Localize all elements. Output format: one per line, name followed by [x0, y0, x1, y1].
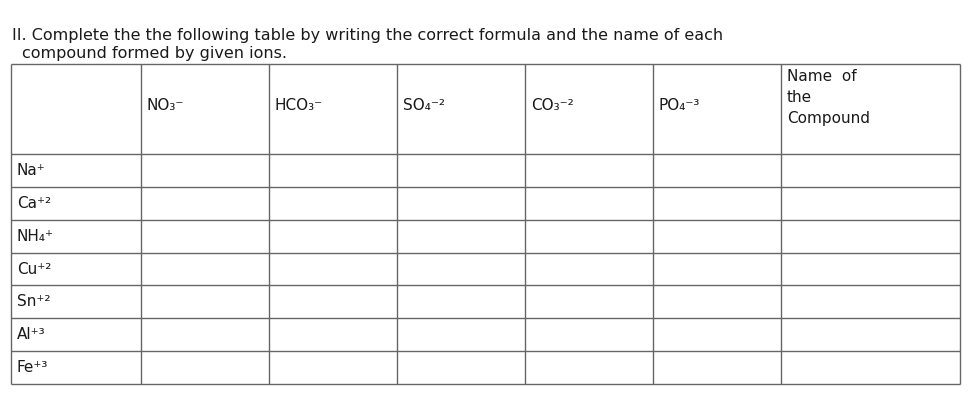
Text: PO₄⁻³: PO₄⁻³	[659, 97, 701, 113]
Text: CO₃⁻²: CO₃⁻²	[531, 97, 573, 113]
Text: Cu⁺²: Cu⁺²	[17, 262, 52, 277]
Text: Ca⁺²: Ca⁺²	[17, 196, 52, 211]
Text: NO₃⁻: NO₃⁻	[147, 97, 185, 113]
Text: Fe⁺³: Fe⁺³	[17, 360, 49, 375]
Text: II. Complete the the following table by writing the correct formula and the name: II. Complete the the following table by …	[12, 28, 723, 43]
Text: Al⁺³: Al⁺³	[17, 327, 46, 342]
Text: NH₄⁺: NH₄⁺	[17, 229, 54, 243]
Text: Sn⁺²: Sn⁺²	[17, 294, 51, 309]
Text: HCO₃⁻: HCO₃⁻	[275, 97, 323, 113]
Text: Na⁺: Na⁺	[17, 163, 46, 178]
Text: compound formed by given ions.: compound formed by given ions.	[22, 46, 287, 61]
Text: SO₄⁻²: SO₄⁻²	[403, 97, 445, 113]
Text: Name  of
the
Compound: Name of the Compound	[787, 69, 870, 126]
